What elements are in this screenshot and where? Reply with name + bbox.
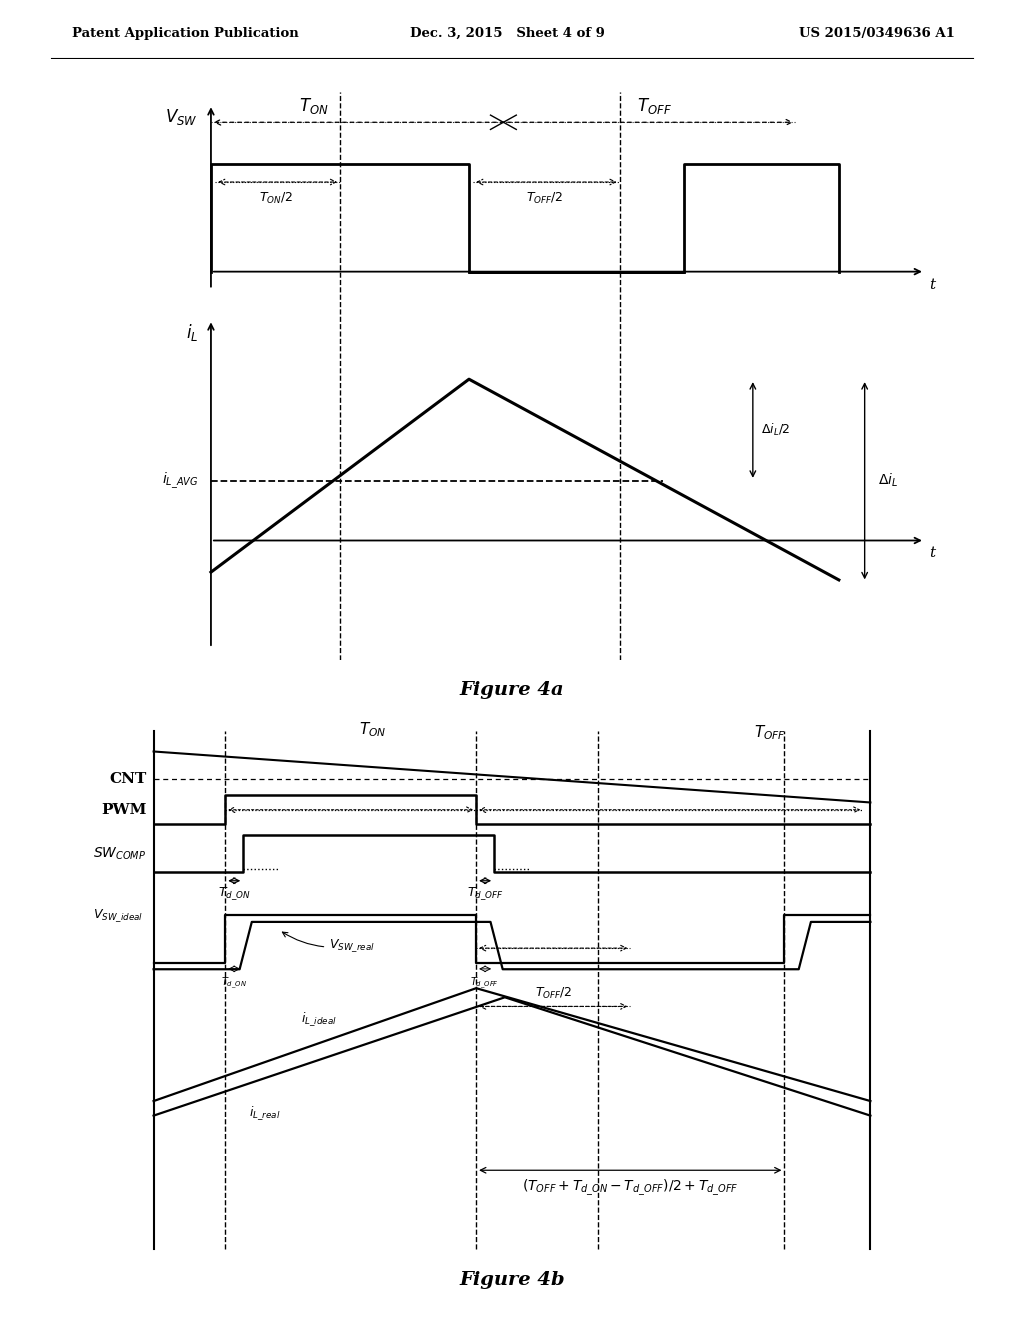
Text: $i_{L\_real}$: $i_{L\_real}$ bbox=[249, 1105, 281, 1122]
Text: Figure 4b: Figure 4b bbox=[459, 1271, 565, 1290]
Text: $T_{OFF}$: $T_{OFF}$ bbox=[637, 96, 672, 116]
Text: $SW_{COMP}$: $SW_{COMP}$ bbox=[93, 845, 146, 862]
Text: $(T_{OFF} + T_{d\_ON} - T_{d\_OFF})/2 + T_{d\_OFF}$: $(T_{OFF} + T_{d\_ON} - T_{d\_OFF})/2 + … bbox=[522, 1177, 738, 1199]
Text: $T_{ON}/2$: $T_{ON}/2$ bbox=[259, 191, 292, 206]
Text: $T_{d\_OFF}$: $T_{d\_OFF}$ bbox=[467, 886, 504, 902]
Text: t: t bbox=[929, 546, 935, 561]
Text: t: t bbox=[929, 277, 935, 292]
Text: $T_{d\_ON}$: $T_{d\_ON}$ bbox=[218, 886, 251, 902]
Text: $T_{d\_ON}$: $T_{d\_ON}$ bbox=[221, 975, 247, 990]
Text: $T_{d\_OFF}$: $T_{d\_OFF}$ bbox=[470, 975, 500, 990]
Text: $i_{L\_AVG}$: $i_{L\_AVG}$ bbox=[162, 470, 198, 491]
Text: PWM: PWM bbox=[101, 803, 146, 817]
Text: $T_{OFF}/2$: $T_{OFF}/2$ bbox=[525, 191, 563, 206]
Text: $V_{SW}$: $V_{SW}$ bbox=[166, 107, 198, 127]
Text: $i_{L\_ideal}$: $i_{L\_ideal}$ bbox=[301, 1010, 337, 1028]
Text: $\Delta i_L/2$: $\Delta i_L/2$ bbox=[762, 422, 791, 438]
Text: $V_{SW\_real}$: $V_{SW\_real}$ bbox=[283, 932, 375, 954]
Text: $i_L$: $i_L$ bbox=[185, 322, 198, 343]
Text: $T_{ON}$: $T_{ON}$ bbox=[299, 96, 329, 116]
Text: Figure 4a: Figure 4a bbox=[460, 681, 564, 698]
Text: $T_{ON}$: $T_{ON}$ bbox=[358, 719, 386, 739]
Text: $V_{SW\_ideal}$: $V_{SW\_ideal}$ bbox=[92, 907, 142, 924]
Text: $T_{OFF}/2$: $T_{OFF}/2$ bbox=[535, 986, 571, 1001]
Text: US 2015/0349636 A1: US 2015/0349636 A1 bbox=[799, 26, 954, 40]
Text: Patent Application Publication: Patent Application Publication bbox=[72, 26, 298, 40]
Text: $T_{OFF}$: $T_{OFF}$ bbox=[754, 723, 786, 742]
Text: Dec. 3, 2015   Sheet 4 of 9: Dec. 3, 2015 Sheet 4 of 9 bbox=[410, 26, 604, 40]
Text: CNT: CNT bbox=[110, 772, 146, 785]
Text: $\Delta i_L$: $\Delta i_L$ bbox=[878, 473, 898, 490]
